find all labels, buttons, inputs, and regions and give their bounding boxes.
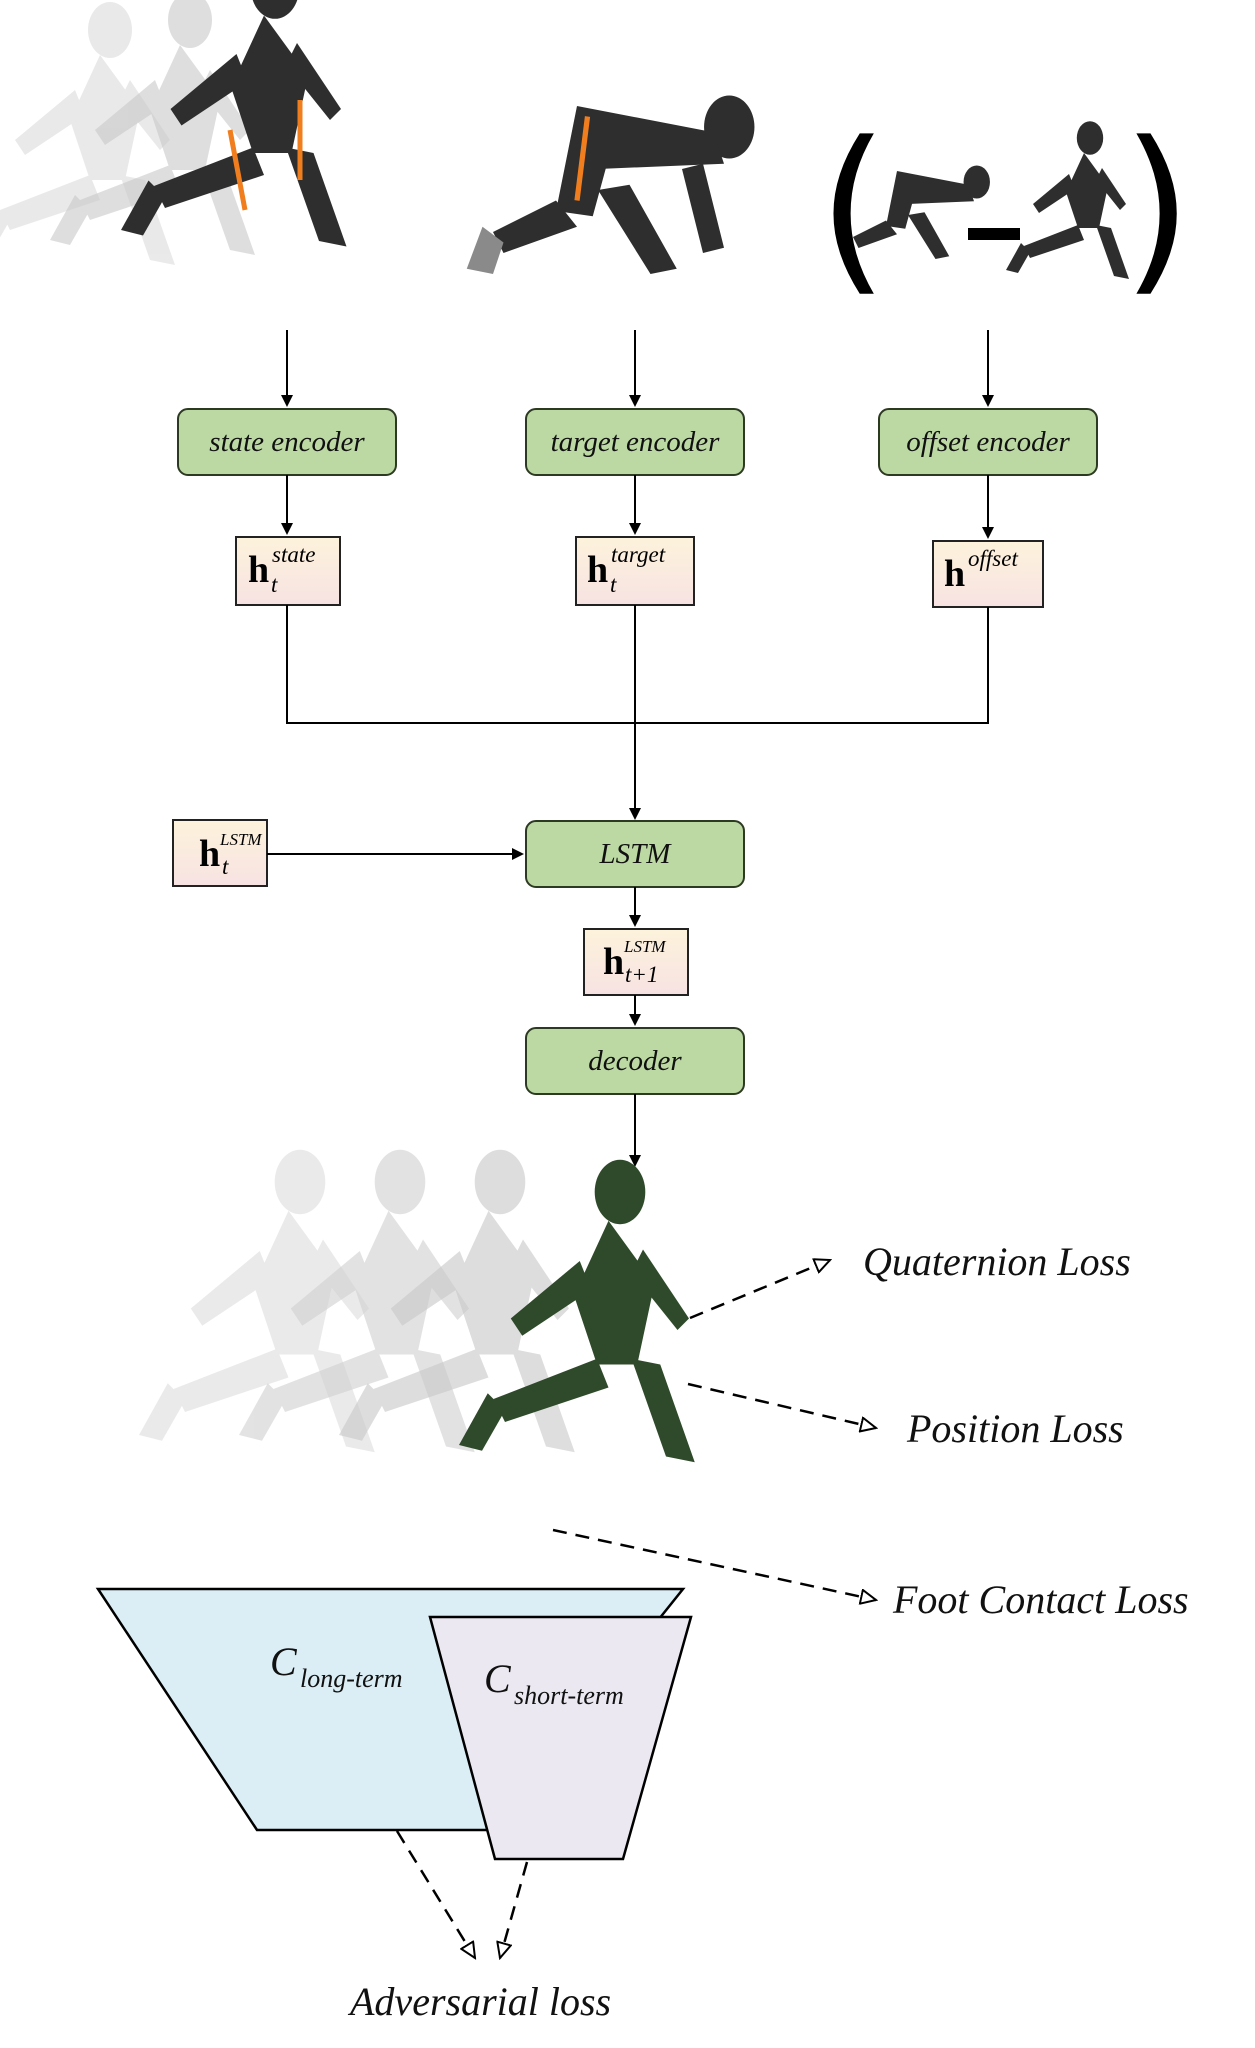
arrow-to-quaternion-loss (689, 1260, 830, 1320)
offset-encoder-label: offset encoder (906, 426, 1070, 458)
h-offset-symbol: h (944, 553, 965, 595)
h-state-subscript: t (271, 572, 278, 597)
lstm-box: LSTM (525, 820, 745, 888)
target-pose-figure (466, 95, 755, 274)
decoder-box: decoder (525, 1027, 745, 1095)
h-lstm-symbol: h (199, 833, 220, 875)
h-state-box: h state t (235, 536, 341, 606)
h-offset-superscript: offset (968, 546, 1018, 571)
output-motion-figures (139, 1149, 695, 1463)
state-encoder-label: state encoder (209, 426, 365, 458)
long-term-critic-subscript: long-term (300, 1664, 403, 1693)
close-parenthesis: ) (1122, 104, 1192, 313)
short-term-critic-symbol: C (484, 1656, 512, 1701)
h-target-superscript: target (611, 542, 666, 567)
h-lstm-next-box: h LSTM t+1 (583, 928, 689, 996)
decoder-label: decoder (588, 1045, 682, 1077)
position-loss-label: Position Loss (906, 1406, 1124, 1451)
state-figure-accent-stripes (227, 100, 303, 211)
h-lstm-input-box: h LSTM t (172, 819, 268, 887)
h-lstm-superscript: LSTM (219, 830, 262, 849)
target-encoder-box: target encoder (525, 408, 745, 476)
state-encoder-box: state encoder (177, 408, 397, 476)
merge-connector (286, 605, 989, 724)
adversarial-loss-label: Adversarial loss (347, 1979, 611, 2024)
h-next-subscript: t+1 (625, 962, 658, 987)
h-target-symbol: h (587, 549, 608, 591)
arrow-long-term-to-adversarial (395, 1830, 475, 1958)
h-state-superscript: state (272, 542, 315, 567)
open-parenthesis: ( (818, 104, 888, 313)
minus-sign (968, 228, 1020, 240)
offset-pose-figure: ( ) (818, 104, 1192, 313)
quaternion-loss-label: Quaternion Loss (863, 1239, 1131, 1284)
offset-current-figure (1006, 121, 1129, 279)
short-term-critic-subscript: short-term (514, 1681, 624, 1710)
foot-contact-loss-label: Foot Contact Loss (892, 1577, 1189, 1622)
h-target-subscript: t (610, 572, 617, 597)
offset-target-figure (853, 165, 990, 259)
long-term-critic-symbol: C (270, 1639, 298, 1684)
h-next-symbol: h (603, 941, 624, 983)
h-state-symbol: h (248, 549, 269, 591)
short-term-critic: C short-term (428, 1615, 693, 1861)
state-pose-figure (0, 0, 347, 265)
state-ghost-figure-1 (0, 2, 175, 265)
h-next-superscript: LSTM (623, 937, 666, 956)
arrow-to-foot-contact-loss (552, 1528, 876, 1600)
target-encoder-label: target encoder (551, 426, 721, 458)
h-offset-box: h offset (932, 540, 1044, 608)
offset-encoder-box: offset encoder (878, 408, 1098, 476)
h-lstm-subscript: t (222, 854, 229, 879)
h-target-box: h target t (575, 536, 695, 606)
arrow-to-position-loss (687, 1382, 876, 1428)
lstm-label: LSTM (599, 838, 673, 870)
arrow-short-term-to-adversarial (500, 1861, 529, 1958)
